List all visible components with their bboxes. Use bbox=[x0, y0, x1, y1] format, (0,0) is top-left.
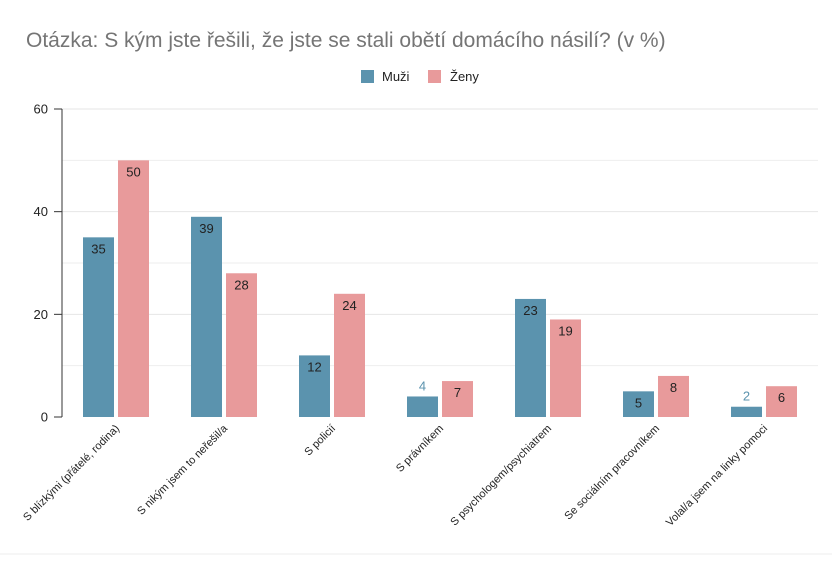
bar-zeny bbox=[550, 319, 581, 417]
bar-muzi bbox=[191, 216, 222, 417]
bars bbox=[83, 160, 797, 418]
bar-muzi bbox=[83, 237, 114, 417]
bar-zeny bbox=[658, 375, 689, 417]
bar-value-label: 35 bbox=[91, 241, 105, 256]
bar-muzi bbox=[299, 355, 330, 417]
bar-value-label: 8 bbox=[670, 380, 677, 395]
x-category-label: S nikým jsem to neřešil/a bbox=[135, 422, 231, 518]
chart-title: Otázka: S kým jste řešili, že jste se st… bbox=[26, 29, 666, 52]
bar-value-label: 6 bbox=[778, 390, 785, 405]
bar-value-label: 19 bbox=[558, 323, 572, 338]
y-tick-label: 20 bbox=[34, 307, 48, 322]
bar-muzi bbox=[731, 406, 762, 417]
y-axis: 0 20 40 60 bbox=[34, 102, 63, 425]
bar-value-label: 2 bbox=[743, 389, 750, 404]
bar-value-label: 50 bbox=[126, 164, 140, 179]
bar-zeny bbox=[442, 381, 473, 417]
legend-label-muzi: Muži bbox=[382, 69, 410, 84]
bar-value-label: 39 bbox=[199, 221, 213, 236]
x-category-label: S policií bbox=[302, 423, 338, 459]
y-tick-label: 0 bbox=[41, 410, 48, 425]
chart-legend: Muži Ženy bbox=[361, 69, 479, 84]
bar-muzi bbox=[623, 391, 654, 417]
legend-label-zeny: Ženy bbox=[450, 69, 479, 84]
bar-zeny bbox=[226, 273, 257, 417]
bar-zeny bbox=[334, 293, 365, 417]
legend-swatch-muzi bbox=[361, 70, 374, 83]
bar-value-label: 12 bbox=[307, 359, 321, 374]
grid-lines bbox=[62, 108, 818, 367]
x-category-label: Se sociálním pracovníkem bbox=[562, 423, 662, 523]
bar-muzi bbox=[515, 298, 546, 417]
bar-value-label: 4 bbox=[419, 378, 426, 393]
bar-zeny bbox=[118, 160, 149, 418]
bar-muzi bbox=[407, 396, 438, 417]
bar-value-label: 24 bbox=[342, 298, 356, 313]
value-labels: 35 50 39 28 12 24 4 7 23 19 5 8 2 6 bbox=[91, 164, 785, 410]
x-category-label: S blízkými (přátelé, rodina) bbox=[21, 423, 122, 524]
legend-swatch-zeny bbox=[428, 70, 441, 83]
bar-zeny bbox=[766, 386, 797, 417]
bar-value-label: 7 bbox=[454, 385, 461, 400]
y-tick-label: 40 bbox=[34, 204, 48, 219]
x-category-label: S právníkem bbox=[394, 423, 446, 475]
x-axis-labels: S blízkými (přátelé, rodina) S nikým jsem… bbox=[21, 422, 770, 529]
bar-value-label: 28 bbox=[234, 277, 248, 292]
x-category-label: Volal/a jsem na linky pomoci bbox=[664, 423, 770, 529]
bar-value-label: 23 bbox=[523, 303, 537, 318]
x-category-label: S psychologem/psychiatrem bbox=[448, 423, 554, 529]
y-tick-label: 60 bbox=[34, 102, 48, 117]
bar-value-label: 5 bbox=[635, 395, 642, 410]
